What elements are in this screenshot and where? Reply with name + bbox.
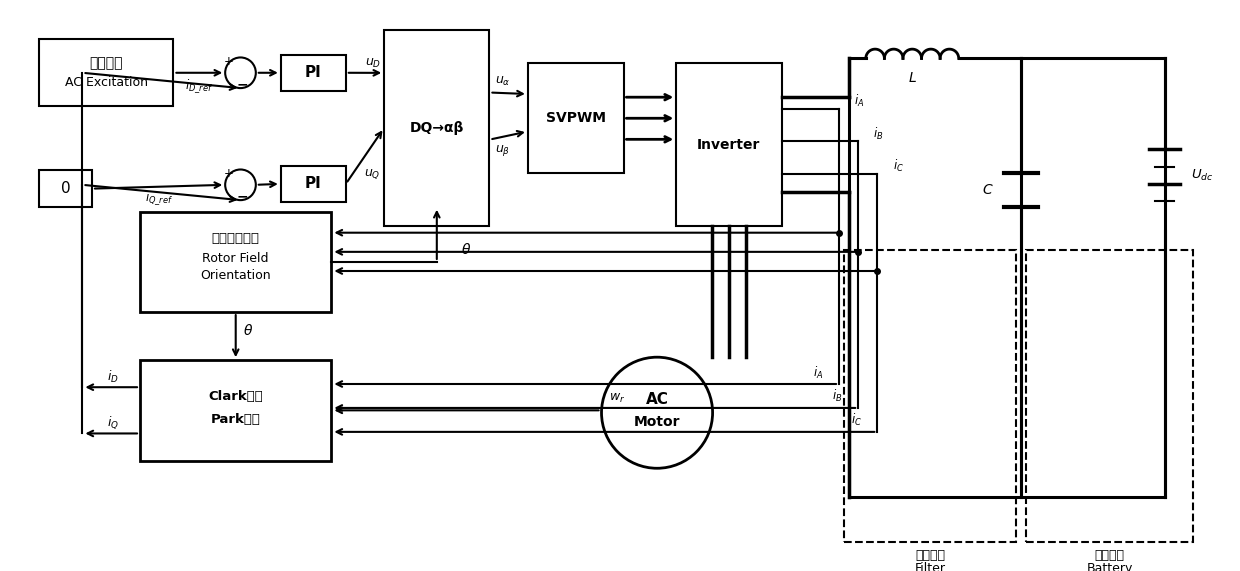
Text: 动力电池: 动力电池 — [1095, 549, 1125, 562]
Circle shape — [226, 58, 255, 88]
Bar — [140, 360, 331, 461]
Text: $i_D$: $i_D$ — [107, 369, 119, 385]
Circle shape — [226, 170, 255, 200]
Text: Rotor Field: Rotor Field — [202, 252, 269, 264]
Text: −: − — [237, 77, 248, 91]
Text: $u_D$: $u_D$ — [365, 57, 381, 70]
Text: $i_{D\_ref}$: $i_{D\_ref}$ — [185, 77, 213, 95]
Bar — [280, 166, 346, 202]
Text: 交变激励: 交变激励 — [89, 56, 123, 70]
Text: AC: AC — [646, 392, 668, 407]
Text: Inverter: Inverter — [697, 138, 760, 151]
Text: $i_A$: $i_A$ — [813, 364, 823, 380]
Text: $C$: $C$ — [982, 183, 994, 197]
Text: $L$: $L$ — [908, 71, 916, 85]
Text: 0: 0 — [61, 181, 71, 196]
Text: $u_{\alpha}$: $u_{\alpha}$ — [495, 74, 511, 87]
Text: $i_B$: $i_B$ — [873, 126, 884, 142]
Bar — [843, 250, 1016, 542]
Bar — [676, 63, 781, 226]
Text: θ: θ — [243, 324, 252, 339]
Bar — [140, 212, 331, 312]
Text: Battery: Battery — [1086, 562, 1132, 571]
Bar — [40, 39, 174, 106]
Text: SVPWM: SVPWM — [546, 111, 605, 125]
Text: Park变换: Park变换 — [211, 413, 260, 427]
Text: $w_r$: $w_r$ — [609, 392, 625, 405]
Text: AC Excitation: AC Excitation — [64, 76, 148, 89]
Circle shape — [601, 357, 713, 468]
Bar — [384, 30, 490, 226]
Text: $i_A$: $i_A$ — [854, 93, 864, 109]
Text: Filter: Filter — [914, 562, 945, 571]
Bar — [1025, 250, 1193, 542]
Text: 转子磁场定向: 转子磁场定向 — [212, 232, 259, 246]
Bar — [40, 171, 92, 207]
Text: $i_Q$: $i_Q$ — [107, 415, 119, 431]
Text: +: + — [224, 167, 234, 180]
Text: PI: PI — [305, 176, 321, 191]
Text: θ: θ — [461, 243, 470, 258]
Bar — [280, 55, 346, 91]
Text: −: − — [237, 190, 248, 203]
Text: DQ→αβ: DQ→αβ — [409, 121, 464, 135]
Text: PI: PI — [305, 65, 321, 81]
Text: $u_Q$: $u_Q$ — [365, 167, 381, 181]
Text: $U_{dc}$: $U_{dc}$ — [1192, 168, 1214, 183]
Text: 滤波电路: 滤波电路 — [915, 549, 945, 562]
Text: Clark变换: Clark变换 — [208, 391, 263, 404]
Text: +: + — [224, 55, 234, 68]
Text: $i_B$: $i_B$ — [832, 388, 843, 404]
Text: $u_{\beta}$: $u_{\beta}$ — [495, 143, 511, 158]
Text: Motor: Motor — [634, 415, 681, 429]
Text: $i_C$: $i_C$ — [851, 412, 862, 428]
Text: Orientation: Orientation — [201, 269, 272, 282]
Text: $i_C$: $i_C$ — [893, 158, 904, 174]
Text: $i_{Q\_ref}$: $i_{Q\_ref}$ — [145, 190, 172, 207]
Bar — [528, 63, 624, 174]
